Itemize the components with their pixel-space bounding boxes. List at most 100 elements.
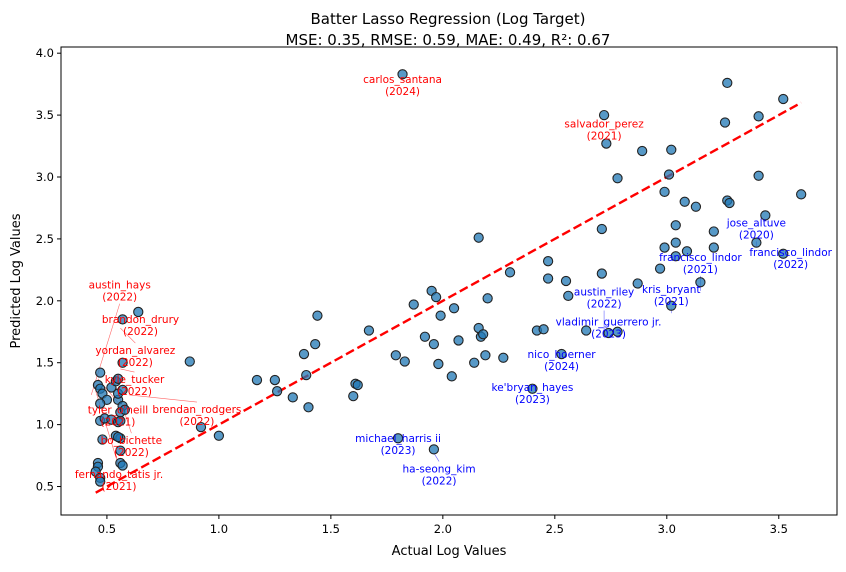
data-point: [722, 77, 733, 89]
annotation-name: michael_harris ii: [355, 433, 441, 445]
data-point: [112, 431, 124, 443]
y-axis: 0.5 1.0 1.5 2.0 2.5 3.0 3.5 4.0: [36, 46, 61, 494]
annotation-name: austin_hays: [89, 280, 151, 292]
reference-line-group: [95, 101, 802, 494]
data-point: [663, 169, 675, 180]
annotation-name: austin_riley: [574, 286, 634, 298]
plot-frame: [60, 46, 838, 516]
y-tick-label: 2.5: [36, 232, 54, 246]
annotation-year: (2022): [773, 259, 808, 271]
data-point: [778, 93, 789, 105]
data-point: [679, 196, 690, 207]
data-point: [498, 352, 509, 363]
annotation-name: francisco_lindor: [749, 247, 832, 259]
data-point: [117, 357, 128, 368]
annotation-year: (2022): [422, 475, 457, 487]
annotation-year: (2024): [385, 86, 420, 98]
data-point: [213, 430, 225, 441]
reference-line: [95, 101, 802, 494]
annotation-leader-line: [120, 327, 136, 344]
annotation-name: ke'bryan_hayes: [492, 382, 574, 394]
data-point: [753, 170, 764, 181]
annotation-year: (2021): [654, 296, 689, 308]
data-point: [433, 358, 444, 370]
data-point: [397, 69, 408, 80]
data-point: [719, 117, 731, 128]
annotation-leader-line: [90, 303, 120, 395]
annotation-year: (2022): [587, 298, 622, 310]
annotation-name: brandon_drury: [102, 314, 179, 326]
data-point: [448, 303, 460, 314]
annotation-name: vladimir_guerrero jr.: [556, 316, 662, 328]
data-point: [670, 220, 681, 231]
annotation-year: (2021): [100, 416, 135, 428]
data-point: [482, 293, 493, 304]
data-point: [708, 242, 719, 253]
x-tick-label: 3.5: [770, 522, 788, 536]
data-point: [428, 338, 440, 350]
x-axis-label: Actual Log Values: [392, 544, 507, 559]
y-axis-label: Predicted Log Values: [9, 213, 24, 348]
y-tick-label: 0.5: [36, 480, 54, 494]
annotation-name: kris_bryant: [642, 284, 700, 296]
x-tick-label: 1.0: [210, 522, 228, 536]
annotation-year: (2022): [123, 326, 158, 338]
annotation-year: (2022): [179, 416, 214, 428]
data-point: [504, 267, 516, 278]
data-point: [695, 277, 706, 288]
data-point: [348, 390, 359, 402]
annotation-name: nico_hoerner: [527, 349, 596, 361]
annotation-year: (2022): [114, 447, 149, 459]
annotation-year: (2023): [591, 328, 626, 340]
data-point: [408, 299, 419, 310]
data-point: [298, 348, 310, 360]
x-tick-label: 1.5: [322, 522, 340, 536]
data-point: [560, 275, 572, 287]
annotation-name: salvador_perez: [564, 118, 644, 130]
data-point: [271, 386, 283, 397]
annotation-name: yordan_alvarez: [95, 345, 175, 357]
data-point: [363, 325, 375, 336]
y-tick-label: 2.0: [36, 294, 54, 308]
annotation-year: (2022): [118, 357, 153, 369]
data-point: [117, 314, 128, 325]
annotation-year: (2021): [587, 130, 622, 142]
data-point: [612, 173, 623, 184]
data-point: [666, 144, 677, 155]
data-point: [778, 248, 789, 259]
data-point: [542, 273, 554, 284]
data-point: [435, 310, 446, 321]
annotation-name: fernando_tatis jr.: [75, 469, 163, 481]
data-point: [538, 324, 549, 335]
annotation-name: brendan_rodgers: [152, 404, 241, 416]
data-point: [133, 306, 144, 318]
chart-title: Batter Lasso Regression (Log Target): [310, 10, 585, 28]
data-point: [95, 398, 106, 409]
annotation-name: jose_altuve: [726, 217, 786, 229]
chart-subtitle: MSE: 0.35, RMSE: 0.59, MAE: 0.49, R²: 0.…: [286, 31, 611, 49]
data-point: [598, 109, 610, 121]
data-point: [184, 356, 195, 367]
annotation-leader-line: [129, 394, 197, 403]
data-point: [251, 374, 263, 386]
points: [90, 69, 807, 487]
annotation-leader-line: [120, 368, 135, 373]
data-point: [690, 201, 702, 212]
annotation-year: (2020): [739, 229, 774, 241]
data-point: [478, 329, 489, 340]
data-point: [670, 237, 681, 248]
data-point: [670, 251, 681, 262]
data-point: [399, 356, 410, 367]
data-point: [301, 369, 312, 381]
data-point: [430, 291, 442, 303]
annotation-name: carlos_santana: [363, 74, 442, 86]
annotation-name: bo_bichette: [101, 435, 163, 447]
data-point: [654, 263, 666, 274]
x-axis: 0.5 1.0 1.5 2.0 2.5 3.0 3.5: [98, 515, 788, 536]
y-tick-label: 4.0: [36, 46, 54, 60]
data-point: [269, 374, 281, 386]
data-point: [760, 210, 771, 221]
data-point: [480, 350, 491, 361]
data-point: [753, 111, 764, 122]
